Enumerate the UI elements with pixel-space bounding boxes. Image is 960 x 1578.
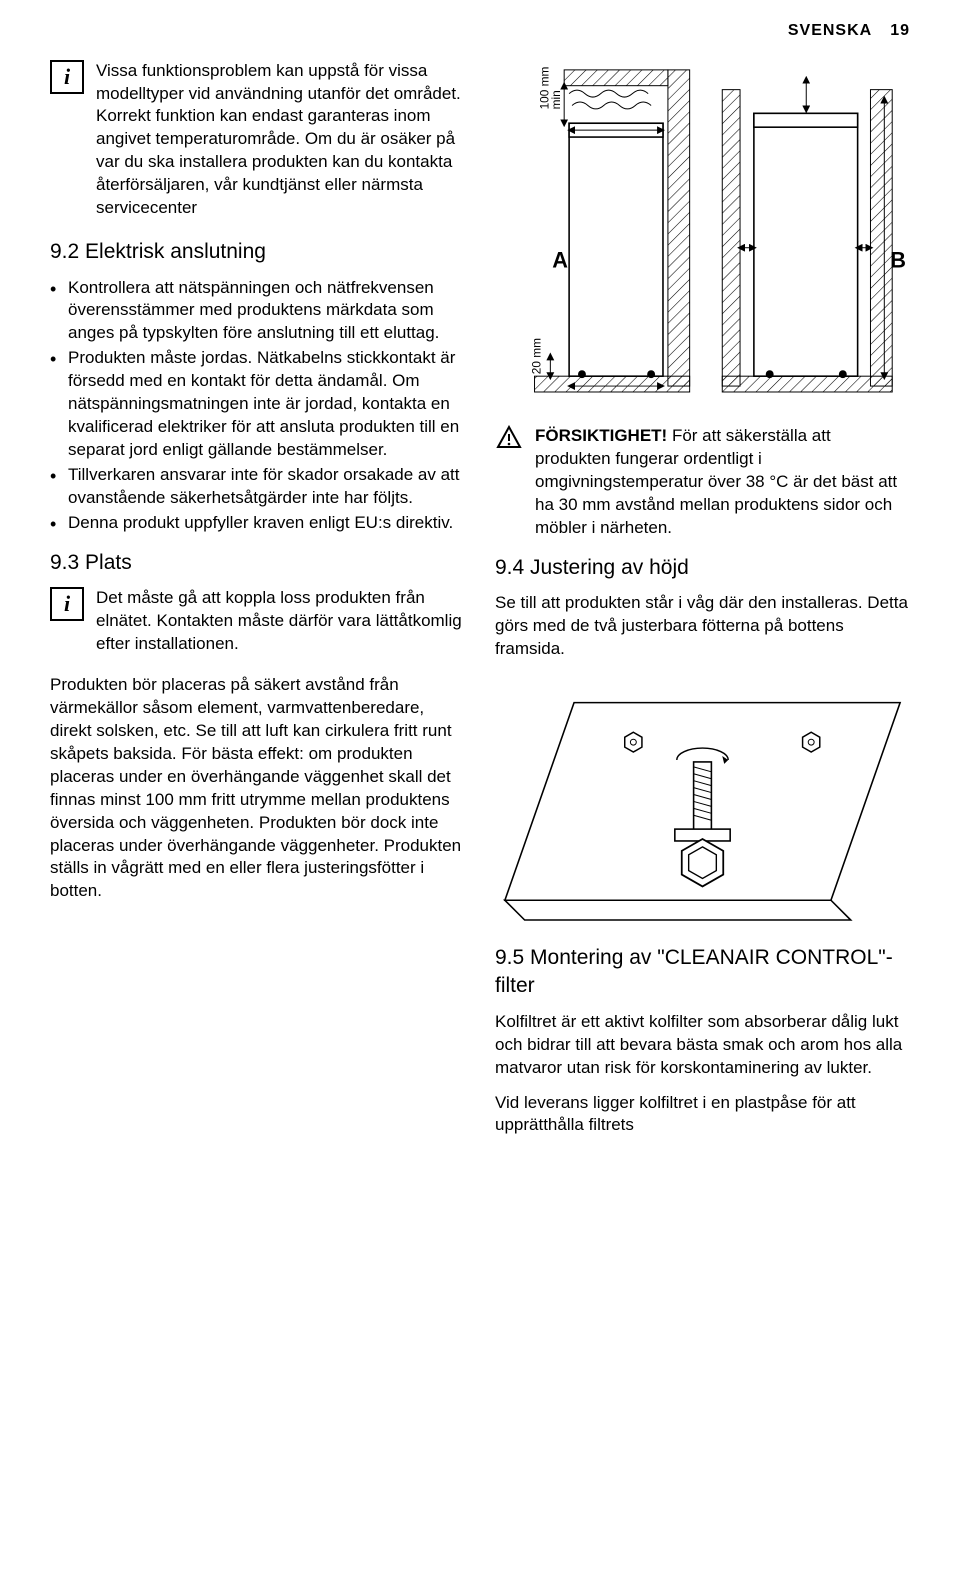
section-9-3-title: 9.3 Plats	[50, 549, 465, 577]
info-text-1: Vissa funktionsproblem kan uppstå för vi…	[96, 60, 465, 221]
section-9-2-title: 9.2 Elektrisk anslutning	[50, 238, 465, 266]
section-9-2-list: Kontrollera att nätspänningen och nätfre…	[50, 277, 465, 535]
left-column: i Vissa funktionsproblem kan uppstå för …	[50, 60, 465, 1150]
list-item: Produkten måste jordas. Nätkabelns stick…	[50, 347, 465, 462]
label-b: B	[890, 247, 906, 272]
info-icon: i	[50, 587, 84, 621]
list-item: Tillverkaren ansvarar inte för skador or…	[50, 464, 465, 510]
header-page-number: 19	[890, 20, 910, 42]
caution-title: FÖRSIKTIGHET!	[535, 426, 667, 445]
caution-block: FÖRSIKTIGHET! För att säkerställa att pr…	[495, 425, 910, 540]
header-language: SVENSKA	[788, 20, 872, 42]
section-9-3-paragraph: Produkten bör placeras på säkert avstånd…	[50, 674, 465, 903]
caution-icon	[495, 425, 523, 540]
info-block-2: i Det måste gå att koppla loss produkten…	[50, 587, 465, 656]
section-9-5-p2: Vid leverans ligger kolfiltret i en plas…	[495, 1092, 910, 1138]
clearance-diagram: 100 mm min 20 mm A	[495, 60, 910, 416]
leveling-foot-diagram	[495, 673, 910, 930]
list-item: Kontrollera att nätspänningen och nätfre…	[50, 277, 465, 346]
label-a: A	[552, 247, 568, 272]
section-9-4-title: 9.4 Justering av höjd	[495, 554, 910, 582]
right-column: 100 mm min 20 mm A	[495, 60, 910, 1150]
info-icon: i	[50, 60, 84, 94]
info-block-1: i Vissa funktionsproblem kan uppstå för …	[50, 60, 465, 221]
dim-min: min	[549, 90, 563, 109]
section-9-5-title: 9.5 Montering av "CLEANAIR CONTROL"-filt…	[495, 944, 910, 1001]
section-9-4-paragraph: Se till att produkten står i våg där den…	[495, 592, 910, 661]
info-text-2: Det måste gå att koppla loss produkten f…	[96, 587, 465, 656]
dim-20mm: 20 mm	[529, 337, 543, 373]
list-item: Denna produkt uppfyller kraven enligt EU…	[50, 512, 465, 535]
section-9-5-p1: Kolfiltret är ett aktivt kolfilter som a…	[495, 1011, 910, 1080]
